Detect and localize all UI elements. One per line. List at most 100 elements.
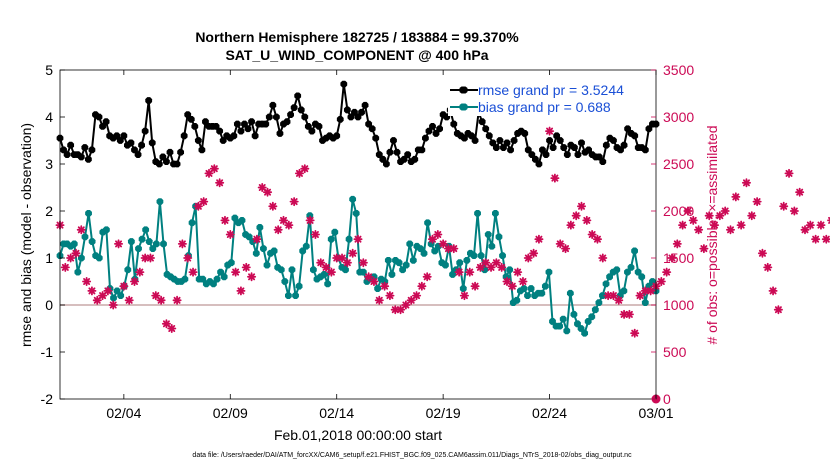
bias-point-117 [474,209,481,217]
rmse-point-24 [141,127,149,135]
obs-assimilated-point-136 [779,201,789,211]
rmse-point-81 [343,106,351,114]
bias-point-136 [541,282,549,290]
rmse-point-64 [283,118,291,126]
bias-point-113 [459,285,467,292]
obs-assimilated-point-111 [646,286,656,296]
rmse-point-106 [432,130,440,137]
bias-point-140 [556,322,564,330]
rmse-point-55 [251,132,259,140]
rmse-point-91 [379,155,387,163]
obs-assimilated-series [55,89,830,338]
bias-point-97 [402,261,410,269]
rmse-point-36 [184,111,192,119]
bias-point-40 [199,275,207,283]
obs-assimilated-point-35 [241,262,251,272]
bias-point-81 [345,235,353,243]
rmse-point-89 [372,134,380,142]
rmse-point-18 [120,132,128,140]
rmse-point-2 [63,151,71,158]
obs-assimilated-point-95 [561,244,571,254]
x-tick-label-1: 02/09 [213,405,248,421]
bias-point-89 [374,285,382,292]
rmse-point-30 [163,158,170,166]
obs-assimilated-point-36 [247,272,257,282]
rmse-point-154 [602,141,610,149]
y-left-tick-label-7: 5 [45,62,53,78]
obs-assimilated-point-26 [193,201,203,211]
rmse-series [56,80,660,168]
obs-assimilated-point-70 [427,234,438,244]
bias-point-69 [302,242,310,250]
bias-point-27 [152,240,160,248]
obs-assimilated-point-55 [348,248,358,258]
obs-assimilated-point-10 [108,300,118,310]
obs-assimilated-point-58 [364,272,374,282]
bias-point-123 [495,233,503,241]
rmse-point-124 [496,137,504,144]
rmse-point-153 [599,158,607,166]
rmse-point-105 [429,123,436,130]
obs-assimilated-point-3 [71,248,81,258]
bias-point-159 [624,268,631,276]
bias-point-126 [506,266,514,274]
rmse-point-6 [77,153,85,161]
bias-point-137 [545,268,553,276]
rmse-point-45 [216,127,224,135]
rmse-point-11 [95,113,103,121]
bias-point-56 [256,224,264,231]
bias-point-49 [231,214,239,222]
bias-point-28 [156,198,164,205]
obs-assimilated-point-126 [726,225,735,235]
obs-assimilated-point-144 [821,234,830,244]
rmse-point-143 [563,151,571,158]
plot-frame [59,69,657,400]
bias-point-103 [424,219,431,227]
bias-point-132 [527,285,535,292]
rmse-point-140 [553,132,561,140]
y-right-tick-label-2: 1000 [663,297,694,313]
y-right-tick-label-6: 3000 [663,109,694,125]
rmse-point-120 [482,125,490,133]
rmse-point-162 [631,132,639,140]
bias-point-44 [213,275,221,283]
bias-point-144 [570,311,578,318]
bias-point-161 [631,247,638,255]
rmse-point-8 [84,155,92,163]
rmse-point-79 [336,115,344,123]
rmse-point-128 [510,137,518,144]
obs-assimilated-point-117 [678,220,688,230]
bias-point-163 [638,273,646,281]
bias-point-138 [549,318,556,325]
rmse-point-3 [67,141,75,149]
rmse-point-165 [641,146,649,154]
obs-assimilated-point-96 [566,220,576,230]
legend: rmse grand pr = 3.5244 bias grand pr = 0… [448,78,644,116]
rmse-point-131 [521,130,529,137]
obs-assimilated-point-104 [608,291,618,301]
obs-assimilated-point-73 [443,244,453,254]
y-left-tick-label-6: 4 [45,109,53,125]
obs-assimilated-point-93 [550,173,560,183]
obs-assimilated-point-59 [369,276,379,287]
obs-assimilated-point-143 [816,220,826,230]
obs-assimilated-point-11 [114,239,124,249]
bias-point-11 [95,254,103,262]
bias-point-8 [85,209,92,217]
rmse-point-135 [535,160,543,168]
obs-assimilated-point-19 [156,295,166,305]
obs-assimilated-point-37 [252,234,262,244]
bias-point-108 [442,261,449,269]
bias-point-145 [574,320,581,328]
rmse-point-104 [425,127,433,135]
bias-point-156 [613,266,621,274]
obs-assimilated-point-7 [92,295,102,305]
bias-point-68 [299,247,307,255]
y-right-tick-label-5: 2500 [663,156,694,172]
obs-assimilated-point-125 [720,206,730,216]
obs-assimilated-point-105 [614,295,624,305]
rmse-point-44 [212,123,220,130]
obs-assimilated-point-67 [412,291,422,301]
obs-assimilated-point-44 [289,197,299,207]
bias-point-96 [399,266,407,274]
